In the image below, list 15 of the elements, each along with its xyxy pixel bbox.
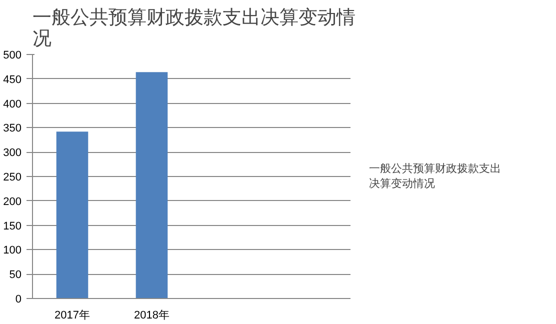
y-tick-label: 500 xyxy=(3,50,22,62)
x-tick-label: 2017年 xyxy=(54,310,90,322)
y-tick-label: 450 xyxy=(3,74,22,86)
y-tick-label: 50 xyxy=(9,269,22,282)
y-tick-label: 250 xyxy=(3,172,22,184)
y-tick-label: 0 xyxy=(15,294,22,306)
y-tick-label: 100 xyxy=(3,244,22,257)
x-tick-label: 2018年 xyxy=(134,310,170,322)
y-tick-label: 400 xyxy=(3,98,22,110)
y-tick-label: 300 xyxy=(3,147,22,160)
y-tick-label: 200 xyxy=(3,196,22,208)
chart-title: 一般公共预算财政拨款支出决算变动情况 xyxy=(32,6,356,50)
y-tick-label: 150 xyxy=(3,220,22,232)
text: 一般公共预算财政拨款支出决算变动情况 xyxy=(369,162,501,191)
y-tick-label: 350 xyxy=(3,122,22,135)
